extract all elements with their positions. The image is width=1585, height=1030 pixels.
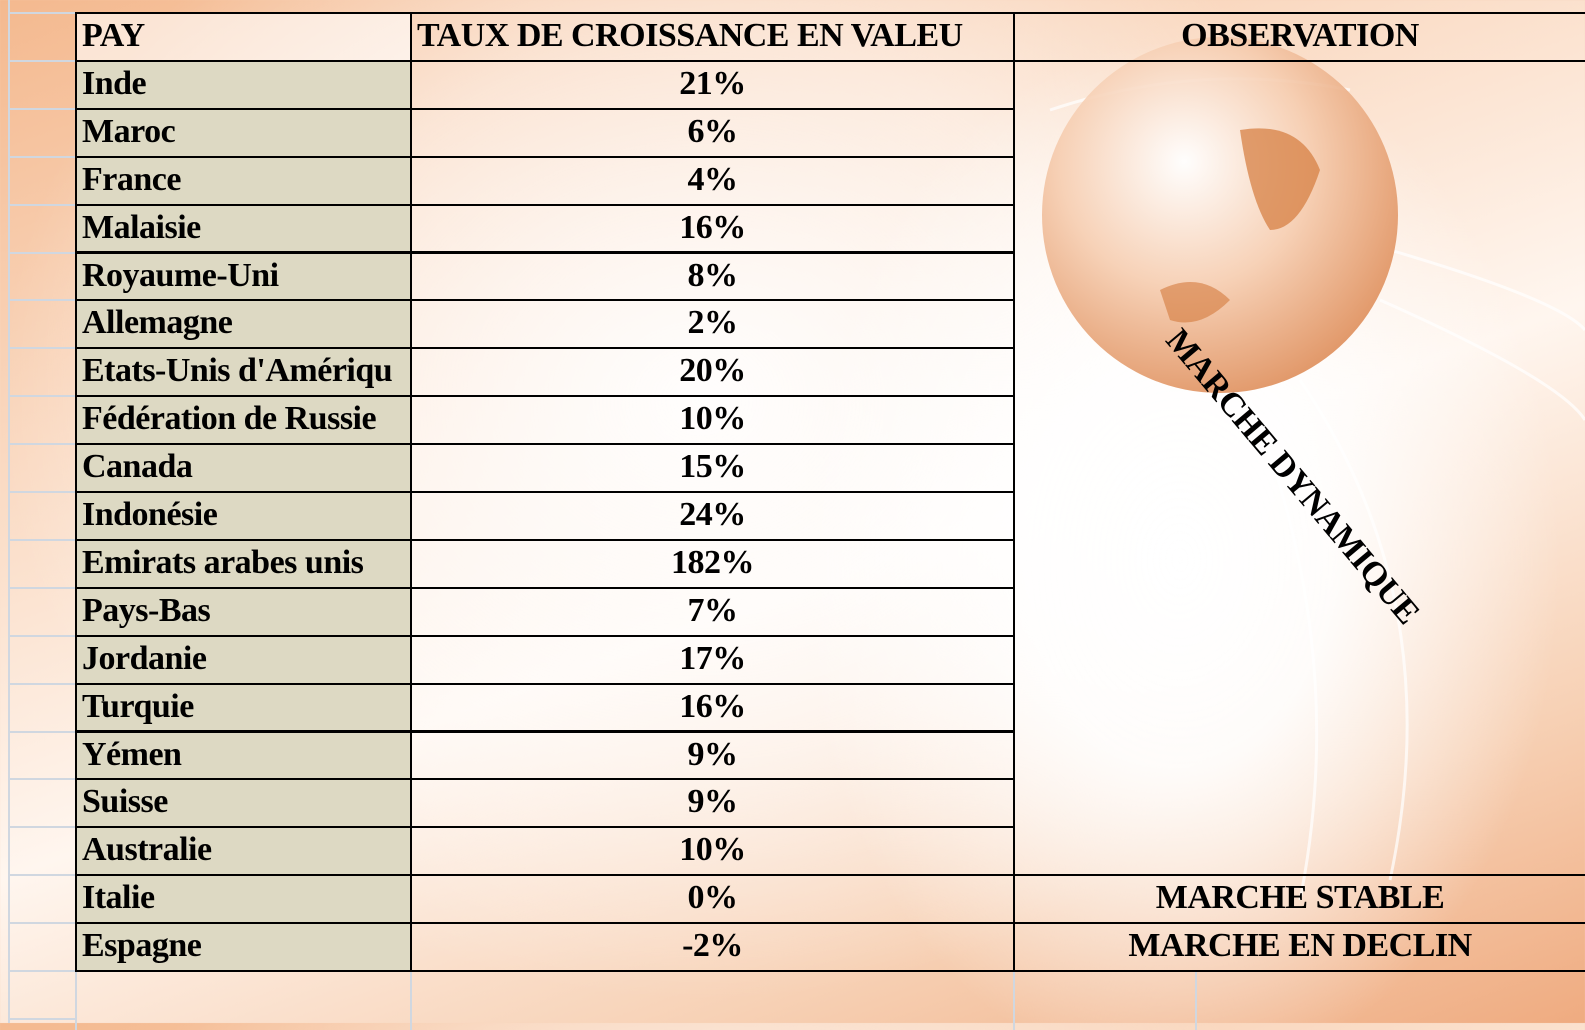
grid-line: [8, 0, 10, 1023]
value-cell: 9%: [410, 730, 1015, 781]
grid-line: [8, 730, 75, 733]
grid-line: [75, 970, 77, 1030]
grid-line: [8, 874, 75, 877]
grid-line: [8, 59, 75, 62]
grid-line: [1195, 970, 1197, 1030]
value-cell: -2%: [410, 922, 1015, 972]
grid-line: [8, 12, 75, 14]
value-cell: 15%: [410, 443, 1015, 493]
country-cell: Maroc: [75, 107, 412, 158]
grid-line: [8, 922, 75, 925]
value-cell: 9%: [410, 778, 1015, 829]
country-cell: Inde: [75, 59, 412, 110]
value-cell: 7%: [410, 586, 1015, 637]
grid-line: [8, 586, 75, 589]
country-cell: France: [75, 155, 412, 206]
value-cell: 20%: [410, 347, 1015, 398]
country-cell: Pays-Bas: [75, 586, 412, 637]
grid-line: [8, 443, 75, 446]
grid-line: [8, 682, 75, 685]
header-cell: TAUX DE CROISSANCE EN VALEU: [410, 12, 1015, 62]
country-cell: Malaisie: [75, 203, 412, 254]
value-cell: 10%: [410, 395, 1015, 446]
value-cell: 24%: [410, 491, 1015, 541]
grid-line: [8, 491, 75, 493]
value-cell: 16%: [410, 682, 1015, 733]
country-cell: Yémen: [75, 730, 412, 781]
country-cell: Emirats arabes unis: [75, 538, 412, 589]
grid-line: [8, 778, 75, 781]
observation-cell: MARCHE DYNAMIQUE: [1013, 59, 1585, 877]
country-cell: Etats-Unis d'Amériqu: [75, 347, 412, 398]
grid-line: [8, 155, 75, 158]
value-cell: 16%: [410, 203, 1015, 254]
country-cell: Allemagne: [75, 299, 412, 350]
value-cell: 182%: [410, 538, 1015, 589]
value-cell: 2%: [410, 299, 1015, 350]
grid-line: [8, 826, 75, 829]
observation-cell: MARCHE STABLE: [1013, 874, 1585, 925]
value-cell: 6%: [410, 107, 1015, 158]
country-cell: Suisse: [75, 778, 412, 829]
country-cell: Turquie: [75, 682, 412, 733]
country-cell: Italie: [75, 874, 412, 925]
observation-cell: MARCHE EN DECLIN: [1013, 922, 1585, 972]
header-cell: OBSERVATION: [1013, 12, 1585, 62]
header-cell: PAY: [75, 12, 412, 62]
grid-line: [8, 634, 75, 637]
value-cell: 4%: [410, 155, 1015, 206]
value-cell: 17%: [410, 634, 1015, 685]
grid-line: [8, 347, 75, 350]
grid-line: [8, 251, 75, 254]
country-cell: Canada: [75, 443, 412, 493]
country-cell: Espagne: [75, 922, 412, 972]
grid-line: [8, 203, 75, 206]
grid-line: [1013, 970, 1015, 1030]
country-cell: Jordanie: [75, 634, 412, 685]
country-cell: Indonésie: [75, 491, 412, 541]
value-cell: 8%: [410, 251, 1015, 302]
country-cell: Royaume-Uni: [75, 251, 412, 302]
value-cell: 21%: [410, 59, 1015, 110]
grid-line: [8, 395, 75, 398]
grid-line: [8, 538, 75, 541]
grid-line: [8, 107, 75, 110]
value-cell: 10%: [410, 826, 1015, 877]
observation-label: MARCHE DYNAMIQUE: [1158, 321, 1427, 632]
country-cell: Fédération de Russie: [75, 395, 412, 446]
grid-line: [8, 1017, 75, 1020]
grid-line: [410, 970, 412, 1030]
grid-line: [8, 970, 75, 972]
value-cell: 0%: [410, 874, 1015, 925]
country-cell: Australie: [75, 826, 412, 877]
grid-line: [8, 299, 75, 302]
